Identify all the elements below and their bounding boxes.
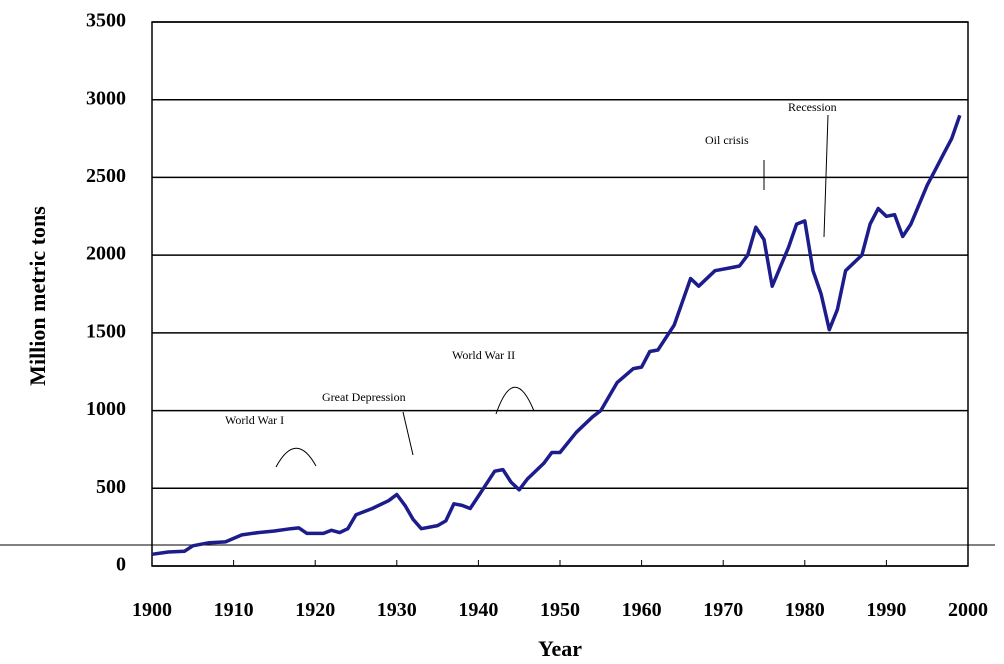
annotation: World War I bbox=[225, 413, 284, 427]
y-tick-label: 2000 bbox=[86, 243, 126, 265]
y-tick-label: 1500 bbox=[86, 320, 126, 342]
x-tick-label: 1990 bbox=[866, 599, 906, 621]
x-tick-label: 1900 bbox=[132, 599, 172, 621]
x-tick-label: 1970 bbox=[703, 599, 743, 621]
y-tick-label: 2500 bbox=[86, 165, 126, 187]
x-tick-label: 1960 bbox=[622, 599, 662, 621]
annotation-marker bbox=[275, 447, 317, 468]
x-tick-label: 1940 bbox=[458, 599, 498, 621]
annotation-marker bbox=[495, 386, 535, 415]
annotation: Great Depression bbox=[322, 390, 406, 404]
annotation: Recession bbox=[788, 100, 837, 114]
y-tick-label: 3000 bbox=[86, 87, 126, 109]
x-tick-label: 1950 bbox=[540, 599, 580, 621]
annotation-marker bbox=[402, 411, 414, 456]
x-tick-label: 1910 bbox=[214, 599, 254, 621]
y-tick-label: 1000 bbox=[86, 398, 126, 420]
y-axis-title: Million metric tons bbox=[25, 206, 50, 386]
x-tick-label: 1930 bbox=[377, 599, 417, 621]
plot-frame bbox=[151, 21, 969, 567]
annotation: Oil crisis bbox=[705, 133, 749, 147]
x-axis-title: Year bbox=[538, 636, 582, 661]
annotation: World War II bbox=[452, 348, 515, 362]
y-tick-label: 3500 bbox=[86, 10, 126, 32]
x-tick-label: 1980 bbox=[785, 599, 825, 621]
x-tick-label: 1920 bbox=[295, 599, 335, 621]
x-tick-label: 2000 bbox=[948, 599, 988, 621]
y-tick-label: 500 bbox=[96, 476, 126, 498]
annotation-marker bbox=[823, 114, 829, 238]
data-line bbox=[151, 114, 962, 557]
y-tick-label: 0 bbox=[116, 554, 126, 576]
